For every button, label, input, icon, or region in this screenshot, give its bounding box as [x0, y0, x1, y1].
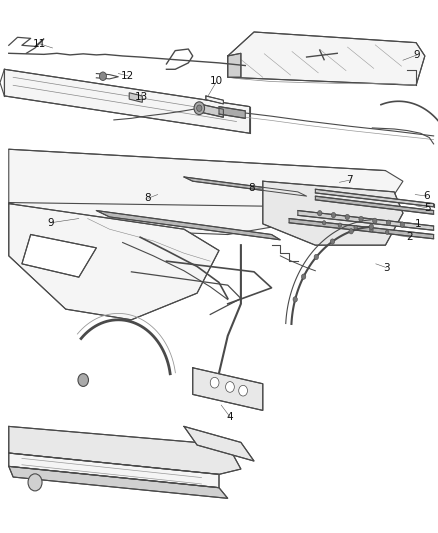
Circle shape [330, 239, 335, 244]
Circle shape [386, 220, 391, 225]
Circle shape [338, 223, 342, 227]
Text: 5: 5 [424, 203, 431, 213]
Circle shape [349, 229, 353, 234]
Circle shape [354, 225, 357, 230]
Polygon shape [4, 69, 250, 133]
Circle shape [359, 216, 363, 222]
Text: 11: 11 [33, 39, 46, 49]
Circle shape [400, 222, 405, 227]
Polygon shape [219, 107, 245, 118]
Circle shape [197, 105, 202, 111]
Circle shape [99, 72, 106, 80]
Polygon shape [9, 466, 228, 498]
Polygon shape [184, 177, 307, 196]
Circle shape [301, 274, 306, 279]
Text: 3: 3 [383, 263, 390, 272]
Text: 4: 4 [226, 412, 233, 422]
Circle shape [318, 211, 322, 216]
Circle shape [322, 221, 326, 225]
Polygon shape [263, 181, 403, 245]
Circle shape [331, 213, 336, 218]
Text: 9: 9 [413, 50, 420, 60]
Circle shape [370, 228, 373, 232]
Polygon shape [184, 426, 254, 461]
Polygon shape [9, 149, 403, 235]
Circle shape [314, 254, 318, 260]
Circle shape [28, 474, 42, 491]
Polygon shape [96, 211, 280, 240]
Polygon shape [228, 32, 425, 85]
Circle shape [226, 382, 234, 392]
Text: 8: 8 [248, 183, 255, 192]
Text: 13: 13 [134, 92, 148, 102]
Text: 9: 9 [47, 218, 54, 228]
Polygon shape [129, 93, 142, 102]
Circle shape [385, 230, 389, 235]
Polygon shape [22, 235, 96, 277]
Polygon shape [9, 204, 219, 320]
Circle shape [194, 102, 205, 115]
Text: 2: 2 [406, 232, 413, 242]
Text: 7: 7 [346, 175, 353, 185]
Polygon shape [206, 96, 223, 104]
Text: 10: 10 [210, 76, 223, 86]
Text: 8: 8 [145, 193, 152, 203]
Circle shape [373, 218, 377, 223]
Polygon shape [199, 104, 223, 117]
Polygon shape [9, 426, 241, 474]
Polygon shape [315, 189, 434, 207]
Text: 1: 1 [415, 219, 422, 229]
Circle shape [345, 214, 350, 220]
Circle shape [239, 385, 247, 396]
Polygon shape [193, 368, 263, 410]
Text: 6: 6 [424, 191, 431, 201]
Polygon shape [9, 453, 219, 488]
Polygon shape [315, 196, 434, 214]
Text: 12: 12 [121, 71, 134, 80]
Circle shape [293, 297, 297, 302]
Circle shape [78, 374, 88, 386]
Circle shape [369, 224, 374, 229]
Polygon shape [289, 219, 434, 239]
Polygon shape [228, 53, 241, 77]
Polygon shape [298, 211, 434, 230]
Circle shape [210, 377, 219, 388]
